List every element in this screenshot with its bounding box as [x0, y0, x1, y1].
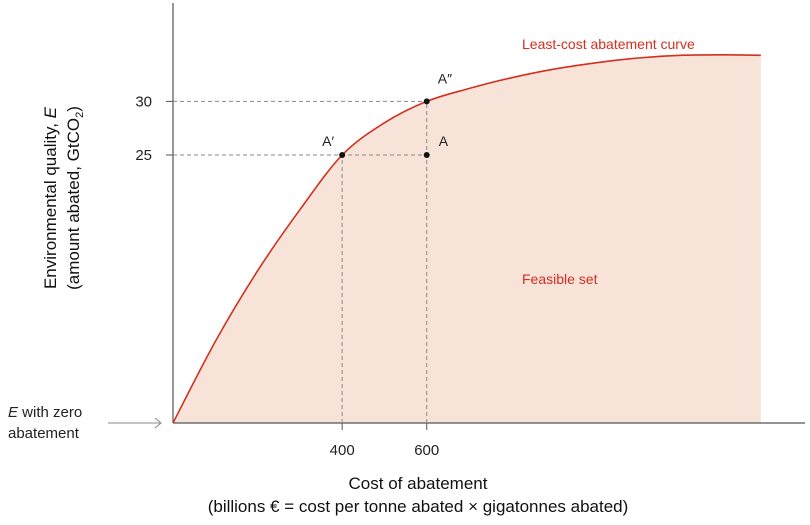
x-axis-label: Cost of abatement	[349, 474, 488, 493]
y-axis-label: Environmental quality, E	[41, 106, 60, 289]
origin-label-var: E	[8, 404, 19, 421]
x-tick-label-2: 600	[414, 442, 439, 459]
y-axis-label-text: Environmental quality,	[41, 118, 60, 289]
point-label-1: A′	[322, 133, 334, 149]
y-axis-label-subscript: 2	[74, 112, 86, 118]
point-3	[423, 98, 430, 105]
x-tick-label-1: 400	[330, 442, 355, 459]
points-group: A′ A A″	[322, 70, 452, 158]
feasible-set-area	[173, 54, 761, 424]
feasible-set-label: Feasible set	[522, 271, 598, 287]
ticks-group: 25 30 400 600	[135, 93, 439, 459]
origin-label-line1: E with zero	[8, 404, 82, 421]
curve-label: Least-cost abatement curve	[522, 36, 695, 52]
least-cost-abatement-curve	[172, 53, 761, 424]
origin-pointer-arrowhead	[154, 417, 162, 429]
x-axis-label-sub: (billions € = cost per tonne abated × gi…	[208, 497, 629, 516]
origin-label-line2: abatement	[8, 425, 80, 442]
point-1	[339, 152, 346, 158]
y-axis-label-var: E	[41, 106, 60, 118]
point-label-2: A	[439, 133, 449, 149]
point-label-3: A″	[438, 70, 452, 86]
point-2	[423, 152, 430, 158]
y-axis-label-sub: (amount abated, GtCO2)	[64, 106, 86, 290]
y-tick-label-1: 25	[135, 147, 152, 164]
y-tick-label-2: 30	[135, 93, 152, 110]
y-axis-label-sub-close: )	[64, 106, 83, 112]
origin-label-rest: with zero	[18, 404, 82, 421]
y-axis-label-sub-text: (amount abated, GtCO	[64, 118, 83, 290]
